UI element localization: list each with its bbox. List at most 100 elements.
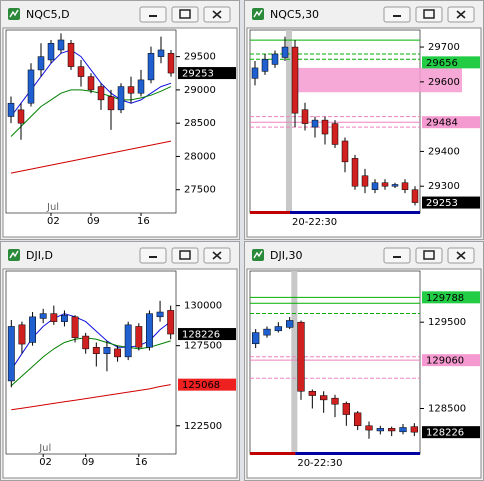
- price-label-box: [422, 196, 480, 209]
- minimize-glyph: [149, 256, 157, 258]
- maximize-glyph: [423, 9, 435, 19]
- candle-body: [39, 313, 47, 319]
- candle-body: [77, 66, 85, 77]
- candle-body: [47, 43, 55, 61]
- moving-average: [11, 384, 171, 411]
- minimize-glyph: [149, 15, 157, 17]
- close-glyph: [212, 251, 222, 260]
- session-shadow: [286, 30, 292, 213]
- candle-body: [331, 397, 339, 405]
- window-title: NQC5,D: [26, 8, 70, 21]
- candle-body: [156, 311, 164, 318]
- minimize-button[interactable]: [139, 6, 167, 23]
- price-label-box: [178, 378, 236, 391]
- moving-average: [10, 49, 172, 117]
- minimize-button[interactable]: [139, 247, 167, 264]
- maximize-button[interactable]: [415, 247, 443, 264]
- minimize-button-face: [383, 6, 411, 23]
- minimize-button[interactable]: [383, 247, 411, 264]
- candle-body: [321, 119, 329, 135]
- close-button[interactable]: [447, 6, 475, 23]
- candle-body: [157, 49, 165, 57]
- candle-body: [388, 428, 396, 432]
- price-label: 129788: [426, 293, 464, 304]
- price-label-box: [422, 116, 480, 129]
- maximize-button-face: [171, 247, 199, 264]
- candle-body: [17, 109, 25, 124]
- price-label-box: [422, 56, 480, 69]
- price-label-box: [422, 426, 480, 439]
- candle-body: [127, 86, 135, 94]
- price-label-box: [178, 67, 236, 80]
- window-icon-glyph: [9, 9, 19, 18]
- candle-body: [399, 427, 407, 433]
- window-icon-glyph: [253, 250, 263, 259]
- session-bar-prev: [250, 211, 290, 214]
- price-label-box: [422, 291, 480, 304]
- plot-area: [249, 270, 421, 455]
- close-button[interactable]: [447, 247, 475, 264]
- moving-average: [10, 140, 172, 174]
- maximize-glyph: [179, 9, 191, 19]
- window-title: NQC5,30: [270, 8, 319, 21]
- chart-window: DJI,D 122500 127500 130000 128226 125068 02 09 1…: [0, 241, 240, 481]
- candle-body: [341, 140, 349, 163]
- time-label: 20-22:30: [297, 458, 342, 469]
- candle-body: [251, 67, 259, 79]
- candle-body: [37, 56, 45, 71]
- maximize-button[interactable]: [171, 247, 199, 264]
- maximize-button[interactable]: [415, 6, 443, 23]
- moving-average: [10, 337, 171, 387]
- price-label: 29253: [182, 69, 214, 80]
- candle-body: [401, 182, 409, 190]
- candle-body: [167, 310, 175, 335]
- candle-body: [61, 314, 68, 322]
- candle-body: [87, 76, 95, 91]
- candle-body: [286, 320, 294, 328]
- candle-body: [82, 335, 90, 350]
- candle-body: [124, 324, 132, 358]
- candle-body: [271, 53, 279, 65]
- y-tick-label: 129500: [428, 317, 466, 328]
- zone: [290, 67, 462, 93]
- candle-body: [167, 53, 175, 74]
- y-tick-label: 127500: [184, 341, 222, 352]
- y-tick-label: 29700: [428, 42, 460, 53]
- maximize-button[interactable]: [171, 6, 199, 23]
- candle-body: [311, 119, 319, 128]
- chart-window: NQC5,D 27500 28000 28500 29000 29500 29253 02 09…: [0, 0, 240, 240]
- session-shadow: [291, 271, 298, 454]
- window-icon-glyph: [253, 9, 263, 18]
- close-button[interactable]: [203, 6, 231, 23]
- x-tick-label: 02: [39, 457, 52, 468]
- window-title: DJI,30: [270, 249, 302, 262]
- maximize-button-face: [415, 6, 443, 23]
- month-label: Jul: [46, 202, 59, 213]
- candle-body: [92, 347, 100, 354]
- candle-body: [371, 182, 379, 190]
- x-tick-label: 09: [82, 457, 95, 468]
- price-label: 128226: [182, 330, 220, 341]
- y-tick-label: 29300: [428, 181, 460, 192]
- y-tick-label: 29400: [428, 146, 460, 157]
- candle-body: [146, 313, 153, 348]
- window-icon-glyph: [9, 250, 19, 259]
- y-tick-label: 28500: [184, 118, 216, 129]
- candle-body: [27, 69, 35, 104]
- candle-body: [281, 46, 289, 58]
- maximize-button-face: [171, 6, 199, 23]
- close-button[interactable]: [203, 247, 231, 264]
- candle-body: [331, 123, 339, 145]
- candle-body: [7, 326, 15, 382]
- session-bar-cur: [295, 452, 420, 455]
- candle-body: [411, 189, 419, 203]
- candle-body: [320, 395, 328, 401]
- chart-window: NQC5,30 29300 29400 29600 29700 29656 29484 292…: [244, 0, 484, 240]
- y-tick-label: 122500: [184, 421, 222, 432]
- plot-area: [5, 29, 177, 214]
- candle-body: [117, 86, 125, 111]
- minimize-button[interactable]: [383, 6, 411, 23]
- price-label: 128226: [426, 428, 464, 439]
